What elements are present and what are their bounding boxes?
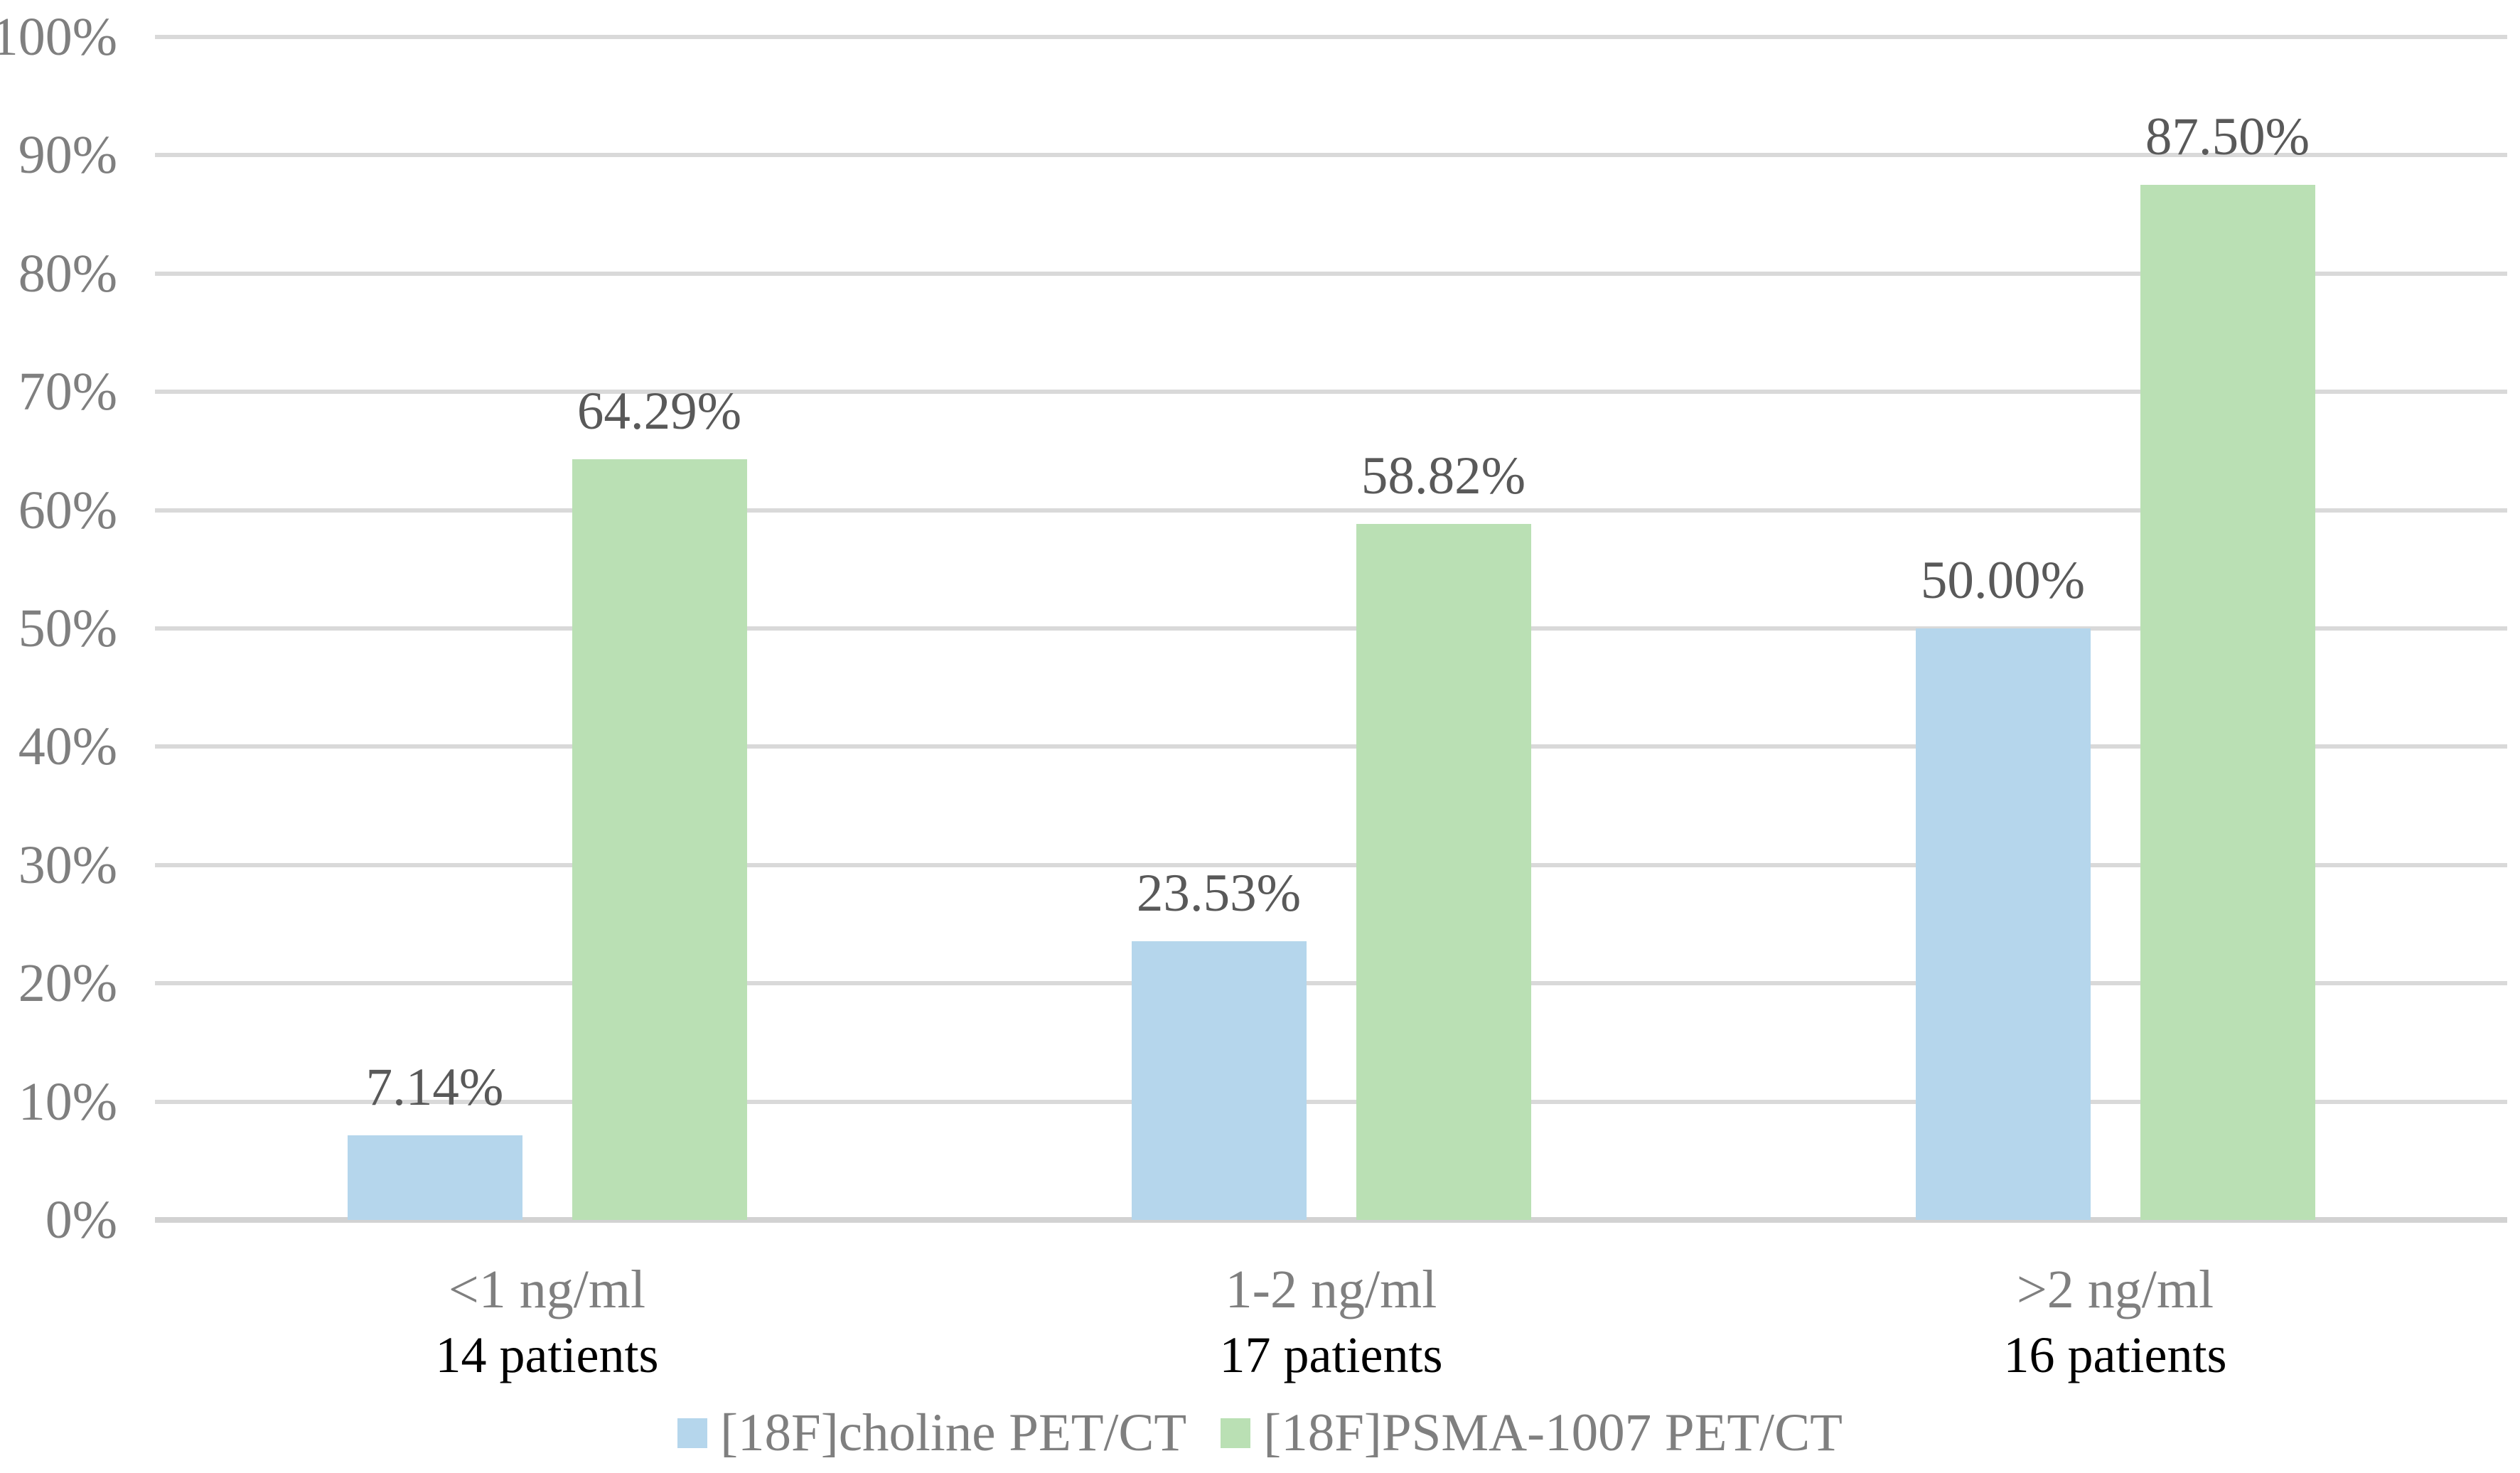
- gridline: [155, 390, 2507, 395]
- bar-value-label: 7.14%: [365, 1058, 504, 1118]
- bar-value-label: 87.50%: [2145, 107, 2310, 166]
- gridline: [155, 508, 2507, 513]
- y-axis-tick-label: 60%: [18, 480, 117, 540]
- legend-entry-1: [18F]PSMA-1007 PET/CT: [1221, 1402, 1843, 1464]
- gridline: [155, 981, 2507, 986]
- gridline: [155, 153, 2507, 158]
- y-axis-tick-label: 20%: [18, 953, 117, 1014]
- y-axis-tick-label: 40%: [18, 717, 117, 777]
- bar-value-label: 58.82%: [1361, 446, 1526, 506]
- bar-series-1-cat-1: [1356, 524, 1531, 1220]
- x-axis-line: [155, 1217, 2507, 1223]
- legend: [18F]choline PET/CT [18F]PSMA-1007 PET/CT: [0, 1402, 2520, 1464]
- gridline: [155, 626, 2507, 631]
- y-axis-tick-label: 0%: [45, 1190, 117, 1250]
- y-axis-tick-label: 70%: [18, 362, 117, 422]
- bar-series-0-cat-2: [1915, 628, 2091, 1220]
- legend-entry-0: [18F]choline PET/CT: [677, 1402, 1186, 1464]
- patients-count-label: 17 patients: [1219, 1327, 1443, 1383]
- gridline: [155, 1099, 2507, 1104]
- legend-label: [18F]choline PET/CT: [720, 1403, 1187, 1462]
- legend-swatch-icon: [1221, 1418, 1251, 1448]
- patients-count-label: 16 patients: [2003, 1327, 2227, 1383]
- bar-value-label: 64.29%: [577, 382, 742, 441]
- y-axis-tick-label: 30%: [18, 835, 117, 895]
- legend-swatch-icon: [677, 1418, 708, 1448]
- bar-series-1-cat-2: [2140, 185, 2315, 1220]
- bar-series-0-cat-1: [1131, 941, 1307, 1220]
- category-label: >2 ng/ml: [2016, 1260, 2214, 1319]
- y-axis-tick-label: 90%: [18, 125, 117, 186]
- y-axis-tick-label: 50%: [18, 599, 117, 658]
- gridline: [155, 271, 2507, 276]
- category-label: 1-2 ng/ml: [1225, 1260, 1437, 1319]
- gridline: [155, 35, 2507, 39]
- y-axis-tick-label: 10%: [18, 1071, 117, 1132]
- y-axis-tick-label: 100%: [0, 7, 117, 67]
- bar-series-0-cat-0: [347, 1135, 522, 1220]
- bar-value-label: 50.00%: [1920, 551, 2086, 610]
- y-axis-tick-label: 80%: [18, 243, 117, 304]
- gridline: [155, 744, 2507, 749]
- patients-count-label: 14 patients: [435, 1327, 659, 1383]
- category-label: <1 ng/ml: [448, 1260, 646, 1319]
- bar-series-1-cat-0: [572, 459, 747, 1220]
- legend-label: [18F]PSMA-1007 PET/CT: [1263, 1403, 1843, 1462]
- bar-value-label: 23.53%: [1136, 864, 1302, 923]
- gridline: [155, 862, 2507, 867]
